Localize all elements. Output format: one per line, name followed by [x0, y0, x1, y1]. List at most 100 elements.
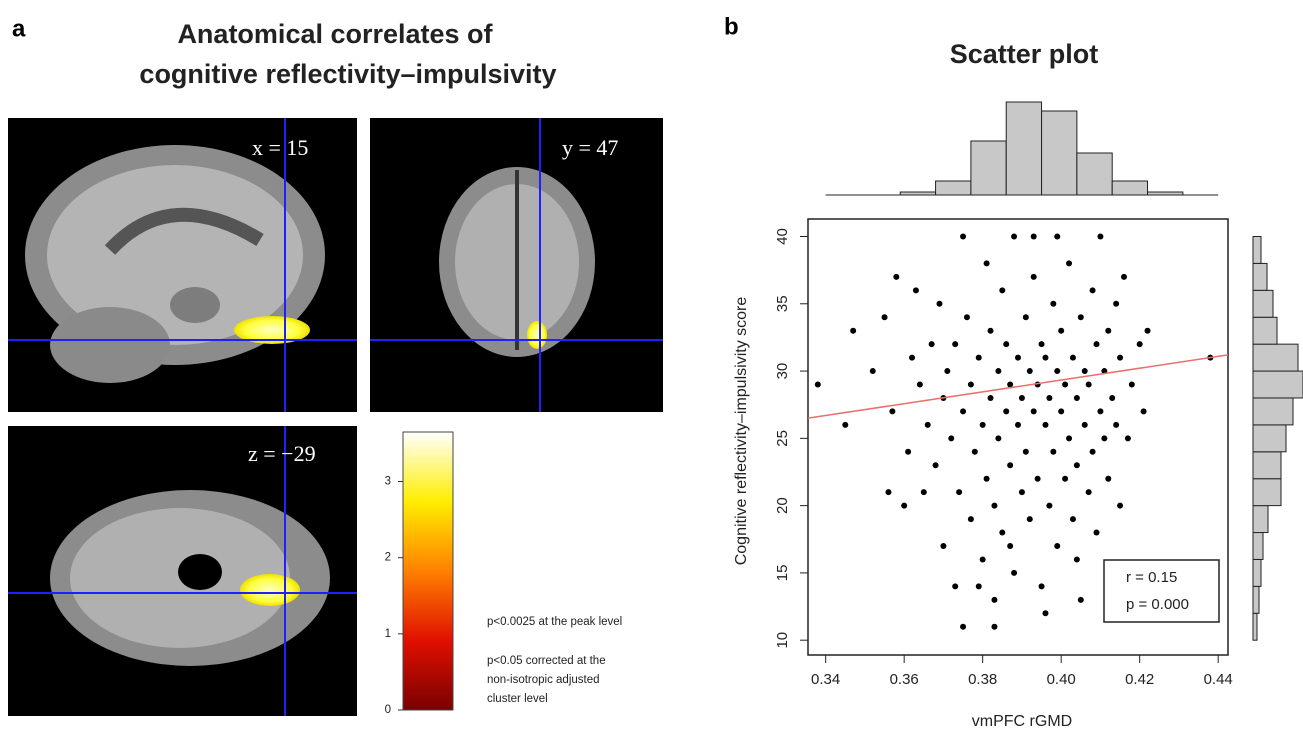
x-tick-label: 0.42	[1125, 671, 1154, 688]
point	[1117, 502, 1124, 509]
point	[983, 475, 990, 482]
panel-label: a	[12, 15, 26, 42]
histogram-bar	[899, 191, 937, 196]
histogram-bar	[1252, 532, 1264, 560]
point	[1081, 368, 1088, 375]
point	[1117, 354, 1124, 361]
point	[1030, 273, 1037, 280]
annotation: p = 0.000	[1126, 596, 1189, 613]
point	[1136, 341, 1143, 348]
point	[1038, 341, 1045, 348]
point	[960, 233, 967, 240]
point	[967, 516, 974, 523]
histogram-bar	[970, 140, 1007, 196]
colorbar-tick-label: 1	[385, 628, 391, 640]
point	[963, 314, 970, 321]
point	[1120, 273, 1127, 280]
point	[1034, 475, 1041, 482]
point	[920, 489, 927, 496]
point	[1054, 543, 1061, 549]
point	[1109, 394, 1116, 401]
point	[960, 408, 967, 415]
x-tick-label: 0.40	[1047, 671, 1076, 688]
point	[842, 421, 849, 428]
x-axis-label: vmPFC rGMD	[972, 713, 1072, 730]
point	[1073, 556, 1080, 563]
point	[983, 260, 990, 267]
point	[936, 300, 943, 307]
point	[1058, 408, 1065, 415]
y-tick-label: 20	[774, 497, 791, 514]
point	[987, 327, 994, 334]
stats-box	[1103, 559, 1220, 623]
point	[889, 408, 896, 415]
point	[1062, 475, 1069, 482]
point	[1046, 502, 1053, 509]
annotation: r = 0.15	[1126, 569, 1177, 586]
histogram-bar	[1252, 397, 1294, 426]
point	[1003, 408, 1010, 415]
histogram-bar	[1147, 191, 1184, 196]
histogram-bar	[1005, 101, 1043, 196]
point	[1015, 421, 1021, 428]
histogram-bar	[1252, 451, 1282, 480]
point	[1007, 543, 1014, 549]
point	[909, 354, 916, 361]
y-tick-label: 25	[774, 430, 791, 447]
point	[1022, 314, 1029, 321]
point	[1038, 583, 1045, 590]
panel-title: Anatomical correlates of	[177, 19, 493, 49]
point	[991, 502, 998, 509]
point	[1022, 448, 1029, 455]
point	[1077, 596, 1084, 603]
point	[1011, 569, 1018, 576]
point	[928, 341, 935, 348]
point	[960, 623, 967, 630]
panel-label: b	[724, 13, 739, 40]
colorbar	[402, 431, 454, 711]
histogram-bar	[1111, 180, 1149, 196]
point	[991, 596, 998, 603]
point	[1077, 314, 1084, 321]
point	[1101, 435, 1108, 442]
point	[1140, 408, 1147, 415]
histogram-bar	[1252, 585, 1260, 614]
histogram-bar	[935, 180, 972, 196]
point	[1030, 233, 1037, 240]
point	[999, 287, 1006, 294]
point	[1018, 394, 1025, 401]
point	[1069, 516, 1076, 523]
point	[999, 529, 1006, 536]
histogram-bar	[1076, 152, 1113, 196]
chart-title: Scatter plot	[950, 39, 1099, 69]
point	[952, 341, 959, 348]
histogram-bar	[1252, 558, 1262, 587]
point	[1054, 368, 1061, 375]
y-tick-label: 35	[774, 295, 791, 312]
note: cluster level	[487, 693, 548, 705]
point	[1042, 421, 1049, 428]
point	[916, 381, 923, 388]
point	[1054, 233, 1061, 240]
point	[987, 394, 994, 401]
colorbar-tick-label: 2	[385, 552, 391, 564]
colorbar-tick-label: 0	[385, 704, 391, 716]
point	[956, 489, 963, 496]
point	[1046, 394, 1053, 401]
y-axis-label: Cognitive reflectivity–impulsivity score	[733, 297, 750, 566]
point	[995, 368, 1002, 375]
point	[995, 435, 1002, 442]
slice-label: x = 15	[252, 135, 308, 160]
point	[979, 556, 986, 563]
histogram-bar	[1041, 110, 1078, 196]
point	[1066, 435, 1073, 442]
histogram-bar	[1252, 424, 1287, 453]
axial-slice	[8, 426, 357, 716]
slice-label: z = −29	[248, 441, 316, 466]
x-tick-label: 0.44	[1204, 671, 1233, 688]
point	[1097, 233, 1104, 240]
point	[1030, 408, 1037, 415]
note: non-isotropic adjusted	[487, 674, 600, 686]
y-tick-label: 30	[774, 363, 791, 380]
y-tick-label: 10	[774, 632, 791, 649]
